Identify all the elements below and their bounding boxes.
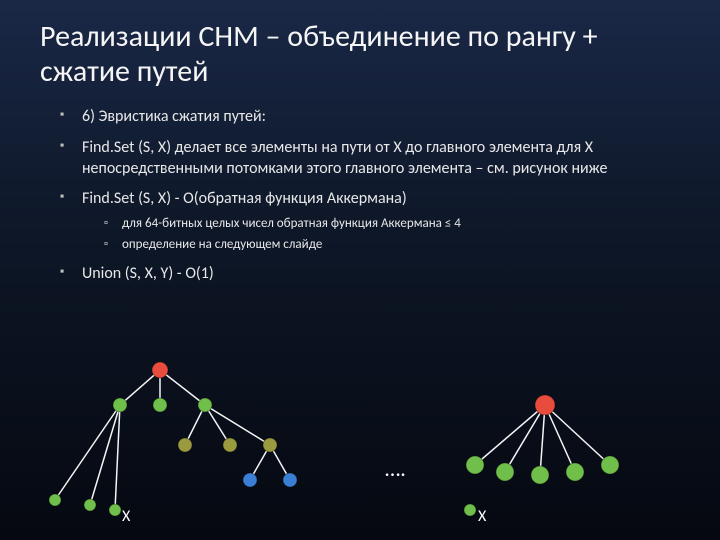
slide: Реализации СНМ – объединение по рангу + … bbox=[0, 0, 720, 305]
arrow-ellipsis: …. bbox=[385, 455, 406, 482]
sub-list: для 64-битных целых чисел обратная функц… bbox=[82, 216, 680, 254]
bullet-3: Find.Set (S, X) - O(обратная функция Акк… bbox=[60, 189, 680, 254]
bullet-3-text: Find.Set (S, X) - O(обратная функция Акк… bbox=[82, 189, 407, 208]
trees-svg bbox=[0, 350, 720, 540]
diagram-area: …. X X bbox=[0, 350, 720, 540]
bullet-2: Find.Set (S, X) делает все элементы на п… bbox=[60, 138, 680, 180]
sub-bullet-2: определение на следующем слайде bbox=[104, 237, 680, 254]
bullet-4: Union (S, X, Y) - O(1) bbox=[60, 264, 680, 285]
bullet-1: 6) Эвристика сжатия путей: bbox=[60, 107, 680, 128]
x-label-right: X bbox=[478, 507, 486, 526]
sub-bullet-1: для 64-битных целых чисел обратная функц… bbox=[104, 216, 680, 233]
slide-title: Реализации СНМ – объединение по рангу + … bbox=[40, 20, 680, 89]
bullet-list: 6) Эвристика сжатия путей: Find.Set (S, … bbox=[40, 107, 680, 285]
x-label-left: X bbox=[122, 507, 130, 526]
